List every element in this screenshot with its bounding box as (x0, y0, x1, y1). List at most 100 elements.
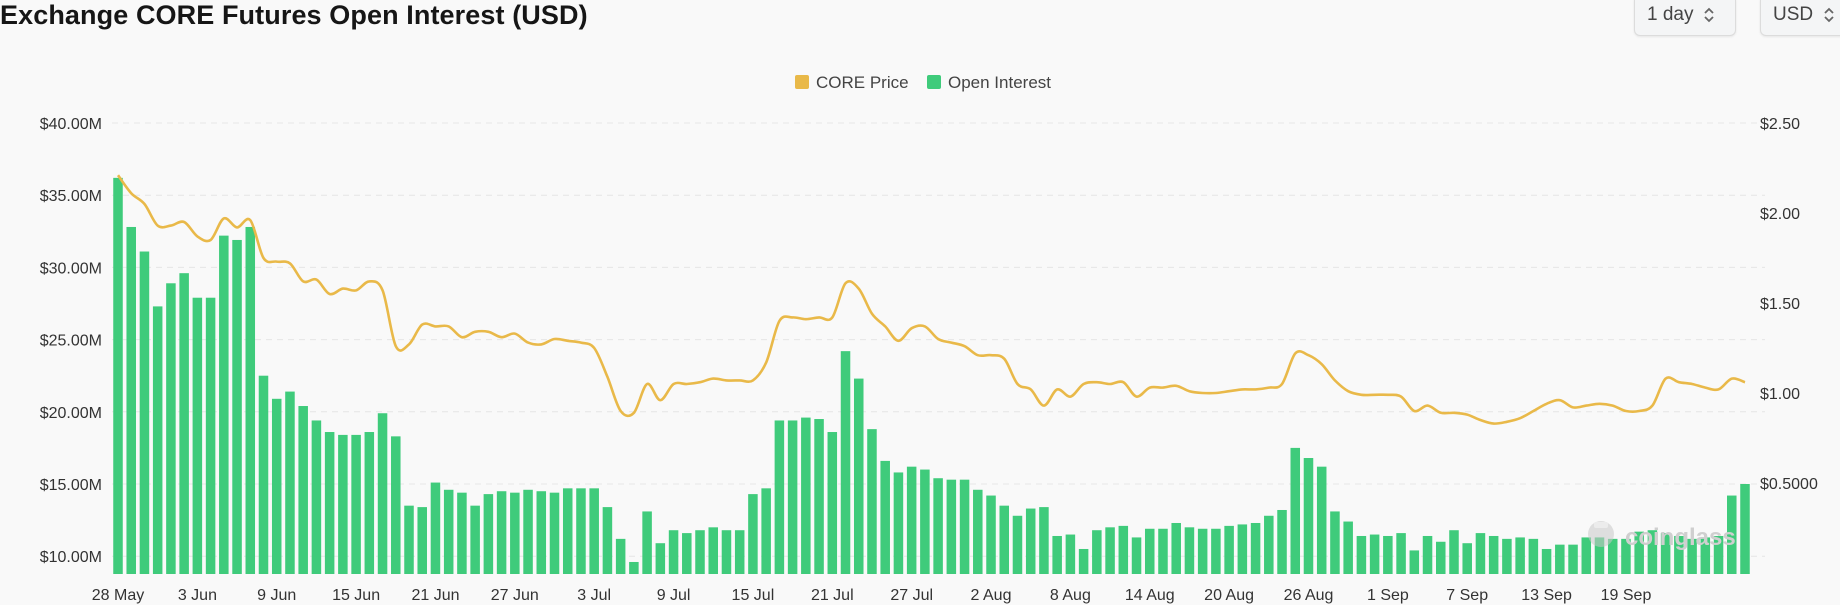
open-interest-bar (1078, 548, 1089, 574)
open-interest-bar (536, 491, 547, 574)
open-interest-bar (1488, 535, 1499, 574)
x-tick-label: 13 Sep (1521, 587, 1572, 604)
open-interest-bar (1343, 521, 1353, 574)
open-interest-bar (562, 488, 573, 574)
coinglass-logo-top (1594, 522, 1608, 528)
open-interest-bar (933, 478, 943, 574)
open-interest-bar (695, 530, 705, 574)
currency-select[interactable]: USD (1760, 0, 1840, 36)
x-tick-label: 3 Jun (178, 587, 217, 604)
open-interest-bar (1197, 528, 1208, 574)
x-tick-label: 1 Sep (1367, 587, 1409, 604)
legend-swatch (795, 75, 809, 89)
open-interest-bar (1436, 541, 1446, 574)
open-interest-bar (1131, 537, 1142, 574)
watermark-text: coinglass (1625, 524, 1736, 551)
open-interest-bar (1039, 507, 1049, 574)
open-interest-bar (973, 489, 983, 574)
x-tick-label: 15 Jun (332, 587, 380, 604)
x-tick-label: 19 Sep (1601, 587, 1652, 604)
open-interest-bar (1092, 530, 1102, 574)
right-y-axis: $0.5000 $1.00 $1.50 $2.00 $2.50 (1760, 116, 1818, 493)
open-interest-bar (1555, 544, 1565, 574)
left-y-tick-label: $20.00M (40, 405, 102, 422)
open-interest-bar (1541, 548, 1552, 574)
open-interest-bar (404, 505, 414, 574)
open-interest-bar (1277, 509, 1287, 574)
open-interest-bar (496, 491, 507, 574)
open-interest-bar (1396, 533, 1406, 574)
open-interest-bar (285, 391, 295, 574)
legend: CORE Price Open Interest (795, 73, 1051, 92)
open-interest-bar (1264, 515, 1274, 574)
open-interest-bar (1409, 550, 1420, 574)
open-interest-bars (113, 177, 1750, 574)
x-tick-label: 8 Aug (1050, 587, 1091, 604)
left-y-tick-label: $15.00M (40, 477, 102, 494)
left-y-tick-label: $35.00M (40, 188, 102, 205)
open-interest-bar (377, 413, 388, 574)
right-y-tick-label: $0.5000 (1760, 476, 1818, 493)
open-interest-bar (152, 306, 163, 574)
open-interest-bar (1211, 528, 1221, 574)
open-interest-bar (1502, 538, 1512, 574)
page-title: Exchange CORE Futures Open Interest (USD… (0, 0, 588, 30)
open-interest-bar (682, 533, 692, 574)
open-interest-bar (179, 273, 189, 574)
open-interest-bar (814, 419, 824, 574)
chevron-up-down-icon (1823, 5, 1835, 25)
open-interest-bar (1052, 535, 1062, 574)
legend-label: CORE Price (816, 73, 909, 92)
open-interest-bar (1383, 535, 1393, 574)
open-interest-bar (853, 378, 864, 574)
open-interest-bar (1290, 447, 1301, 574)
open-interest-bar (920, 469, 930, 574)
open-interest-bar (867, 429, 877, 574)
open-interest-bar (721, 530, 732, 574)
open-interest-bar (734, 530, 745, 574)
open-interest-bar (801, 417, 811, 574)
open-interest-bar (232, 239, 242, 574)
open-interest-bar (483, 494, 494, 574)
open-interest-bar (906, 466, 917, 574)
period-select[interactable]: 1 day (1634, 0, 1736, 36)
legend-label: Open Interest (948, 73, 1051, 92)
currency-select-label: USD (1773, 4, 1814, 25)
open-interest-bar (192, 297, 203, 574)
open-interest-bar (245, 226, 256, 574)
open-interest-bar (668, 530, 679, 574)
open-interest-bar (986, 495, 996, 574)
open-interest-bar (1515, 537, 1525, 574)
x-axis: 28 May 3 Jun 9 Jun 15 Jun 21 Jun 27 Jun 3 Jul 9… (92, 587, 1652, 604)
open-interest-bar (576, 488, 586, 574)
left-y-axis: $10.00M $15.00M $20.00M $25.00M $30.00M $35.0… (40, 116, 102, 566)
open-interest-bar (642, 511, 652, 574)
open-interest-bar (1687, 538, 1697, 574)
open-interest-bar (1740, 484, 1750, 574)
open-interest-bar (1607, 538, 1618, 574)
open-interest-bar (1594, 537, 1605, 574)
open-interest-bar (999, 505, 1010, 574)
left-y-tick-label: $25.00M (40, 333, 102, 350)
open-interest-bar (615, 538, 626, 574)
core-price-line (116, 174, 1746, 425)
open-interest-bar (1647, 530, 1658, 574)
open-interest-bar (1581, 537, 1592, 574)
right-y-tick-label: $1.50 (1760, 296, 1800, 313)
open-interest-bar (324, 432, 335, 574)
open-interest-bar (1065, 534, 1076, 574)
right-y-tick-label: $2.50 (1760, 116, 1800, 133)
open-interest-bar (219, 235, 229, 574)
open-interest-bar (1568, 544, 1578, 574)
open-interest-bar (708, 527, 718, 574)
open-interest-bar (1250, 522, 1261, 574)
right-y-tick-label: $1.00 (1760, 386, 1800, 403)
open-interest-bar (166, 283, 176, 574)
open-interest-bar (1303, 458, 1314, 574)
open-interest-bar (827, 432, 838, 574)
open-interest-bar (1171, 522, 1181, 574)
open-interest-bar (510, 492, 520, 574)
open-interest-bar (549, 492, 560, 574)
open-interest-bar (1316, 466, 1327, 574)
